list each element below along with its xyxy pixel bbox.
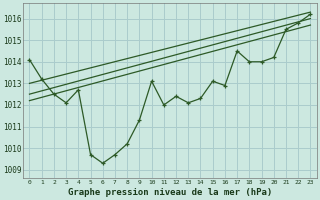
X-axis label: Graphe pression niveau de la mer (hPa): Graphe pression niveau de la mer (hPa) <box>68 188 272 197</box>
